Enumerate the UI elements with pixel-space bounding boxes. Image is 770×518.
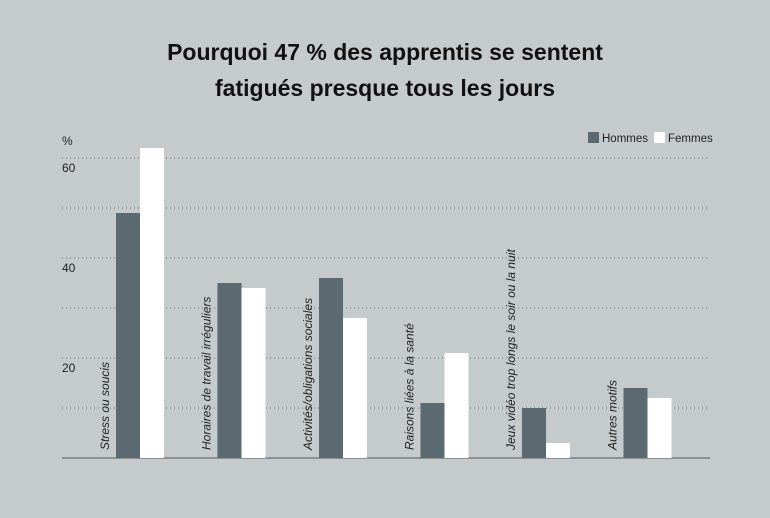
chart-title-line-2: fatigués presque tous les jours	[215, 75, 555, 101]
bar-hommes	[217, 283, 242, 458]
bar-femmes	[343, 318, 367, 458]
y-tick-label: 20	[62, 361, 76, 375]
legend-label-femmes: Femmes	[668, 133, 713, 145]
category-label: Autres motifs	[606, 380, 620, 451]
chart-title-line-1: Pourquoi 47 % des apprentis se sentent	[167, 39, 603, 65]
bar-femmes	[647, 398, 672, 458]
bar-femmes	[241, 288, 266, 458]
bar-hommes	[522, 408, 546, 458]
legend-label-hommes: Hommes	[602, 133, 648, 145]
y-tick-label: 60	[62, 161, 76, 175]
category-label: Activités/obligations sociales	[301, 298, 315, 451]
bar-femmes	[546, 443, 570, 458]
legend-swatch-femmes	[654, 132, 665, 143]
bar-femmes	[140, 148, 164, 458]
y-tick-label: 40	[62, 261, 76, 275]
bar-femmes	[444, 353, 469, 458]
category-label: Stress ou soucis	[98, 362, 112, 450]
y-axis-unit: %	[62, 134, 73, 148]
bar-hommes	[623, 388, 648, 458]
bar-hommes	[319, 278, 343, 458]
legend-swatch-hommes	[588, 132, 599, 143]
chart-title: Pourquoi 47 % des apprentis se sentent f…	[0, 34, 770, 106]
category-label: Raisons liées à la santé	[403, 323, 417, 450]
bar-hommes	[116, 213, 140, 458]
category-label: Horaires de travail irréguliers	[200, 297, 214, 450]
bar-hommes	[420, 403, 445, 458]
category-label: Jeux vidéo trop longs le soir ou la nuit	[504, 249, 518, 451]
